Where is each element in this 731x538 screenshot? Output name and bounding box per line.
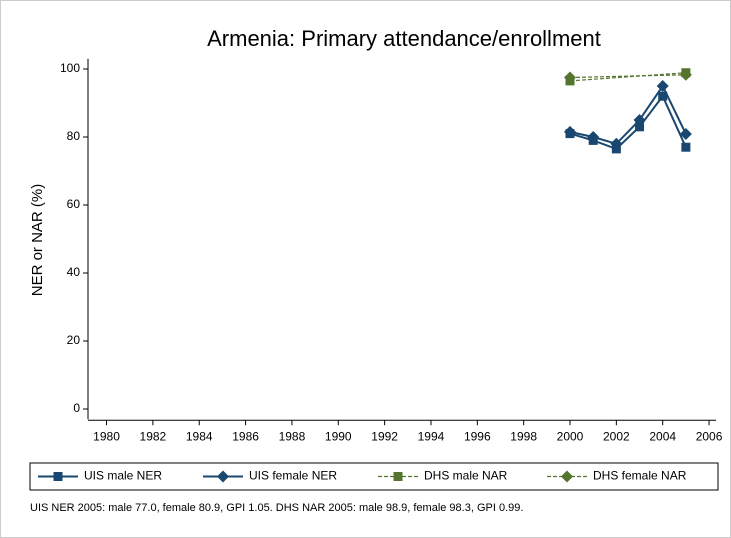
marker <box>679 127 692 140</box>
marker <box>587 131 600 143</box>
y-tick-label: 40 <box>67 265 81 279</box>
x-tick-label: 2000 <box>557 429 584 443</box>
marker <box>633 114 646 126</box>
x-tick-label: 1980 <box>93 429 120 443</box>
marker <box>658 91 668 101</box>
legend-label: UIS male NER <box>84 469 162 483</box>
legend-marker <box>393 472 403 481</box>
legend-box <box>29 462 719 491</box>
note: UIS NER 2005: male 77.0, female 80.9, GP… <box>30 502 523 514</box>
x-tick-label: 1988 <box>279 429 306 443</box>
marker <box>656 80 669 92</box>
y-tick-label: 20 <box>67 333 81 347</box>
y-tick-label: 0 <box>73 401 80 415</box>
x-tick-label: 1984 <box>186 429 213 443</box>
y-tick-label: 100 <box>60 61 80 75</box>
marker <box>564 71 577 84</box>
legend-label: DHS male NAR <box>424 469 508 483</box>
x-tick-label: 1992 <box>371 429 398 443</box>
marker <box>681 142 691 152</box>
x-tick-label: 1982 <box>140 429 167 443</box>
x-tick-label: 1998 <box>510 429 537 443</box>
legend-marker <box>53 472 63 481</box>
marker <box>564 125 577 138</box>
x-tick-label: 2002 <box>603 429 630 443</box>
marker <box>610 137 623 150</box>
legend-marker <box>217 470 229 483</box>
x-tick-label: 1986 <box>232 429 259 443</box>
y-tick-label: 80 <box>67 129 81 143</box>
series-line <box>569 72 686 82</box>
chart-title: Armenia: Primary attendance/enrollment <box>207 26 601 51</box>
marker <box>679 68 692 81</box>
x-tick-label: 2006 <box>696 429 723 443</box>
series-line <box>569 74 686 79</box>
legend-marker <box>561 470 573 483</box>
x-tick-label: 1996 <box>464 429 491 443</box>
x-tick-label: 1990 <box>325 429 352 443</box>
y-tick-label: 60 <box>67 197 81 211</box>
legend-label: UIS female NER <box>249 469 337 483</box>
legend-label: DHS female NAR <box>593 469 687 483</box>
x-tick-label: 2004 <box>649 429 676 443</box>
y-axis-title: NER or NAR (%) <box>29 184 46 297</box>
x-tick-label: 1994 <box>418 429 445 443</box>
marker <box>635 122 645 132</box>
